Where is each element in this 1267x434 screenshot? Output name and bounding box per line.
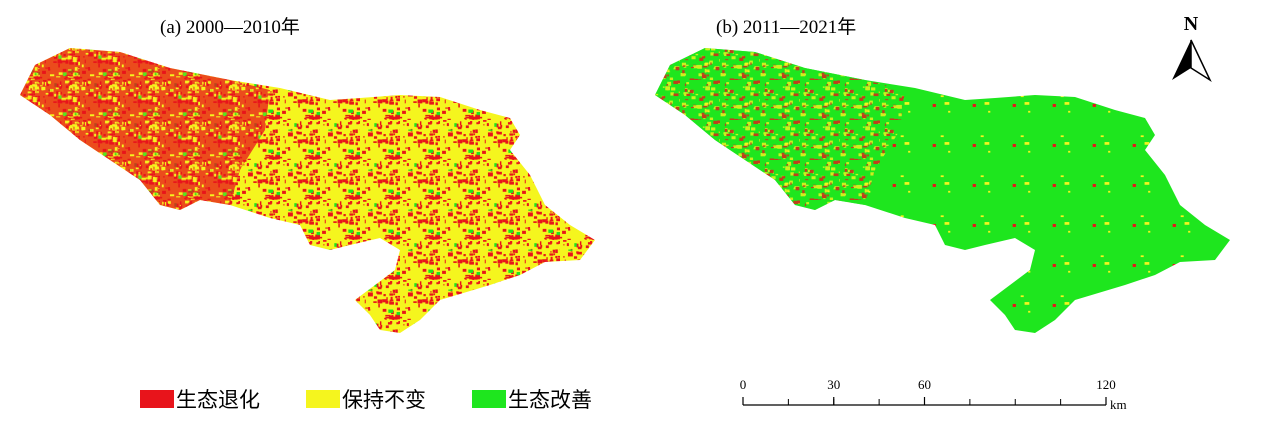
scale-bar: 0 30 60 120 km [740,377,1127,412]
legend: 生态退化 保持不变 生态改善 [140,388,592,412]
north-arrow-right [1190,39,1212,83]
legend-label: 生态改善 [508,388,592,412]
panel-title: (a) 2000—2010年 [160,16,300,38]
scale-label: 0 [740,377,747,392]
north-arrow: N [1172,13,1212,83]
map-region [20,48,270,210]
legend-label: 生态退化 [176,388,260,412]
legend-swatch [306,390,340,408]
scale-label: 30 [827,377,840,392]
legend-swatch [140,390,174,408]
scale-label: 120 [1096,377,1116,392]
map-region [655,48,905,210]
scale-unit: km [1110,397,1127,412]
legend-label: 保持不变 [342,388,426,412]
scale-label: 60 [918,377,931,392]
panel-title: (b) 2011—2021年 [716,16,856,38]
north-label: N [1184,13,1199,35]
maps [20,48,1230,333]
north-arrow-left [1172,40,1191,80]
legend-swatch [472,390,506,408]
